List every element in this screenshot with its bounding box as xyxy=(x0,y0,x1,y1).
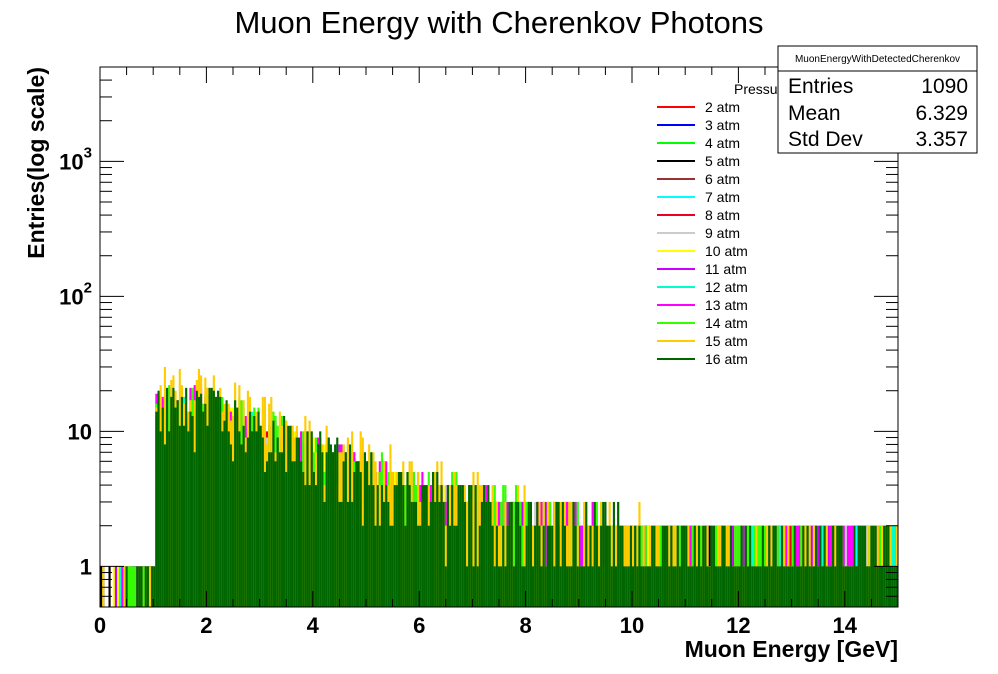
histogram-bars xyxy=(100,366,898,607)
histogram-bar xyxy=(100,566,103,607)
histogram-bar xyxy=(108,566,111,607)
histogram-bar xyxy=(102,566,105,607)
histogram-bar xyxy=(129,566,132,607)
histogram-bar xyxy=(117,566,120,607)
histogram-bar xyxy=(559,501,562,607)
histogram-bar xyxy=(476,472,479,607)
histogram-bar xyxy=(504,501,507,607)
histogram-bar xyxy=(544,501,547,607)
histogram-bar xyxy=(512,501,515,607)
histogram-bar xyxy=(583,501,586,607)
histogram-bar xyxy=(148,566,152,607)
histogram-bar xyxy=(121,566,124,607)
histogram-bar xyxy=(570,501,573,607)
histogram-bar xyxy=(131,566,135,607)
histogram-bar xyxy=(523,485,526,607)
histogram-bar xyxy=(112,566,115,607)
chart-title: Muon Energy with Cherenkov Photons xyxy=(234,5,763,40)
histogram-bar xyxy=(142,566,145,607)
histogram-bar xyxy=(361,437,364,607)
histogram-bar xyxy=(119,566,122,607)
histogram-bar xyxy=(568,501,571,607)
histogram-bar xyxy=(466,501,469,607)
histogram-bar xyxy=(134,566,137,607)
histogram-bar xyxy=(472,472,475,607)
histogram-bar xyxy=(127,566,130,607)
histogram-bar xyxy=(553,501,556,607)
histogram-bar xyxy=(114,566,118,607)
histogram-bar xyxy=(123,566,126,607)
